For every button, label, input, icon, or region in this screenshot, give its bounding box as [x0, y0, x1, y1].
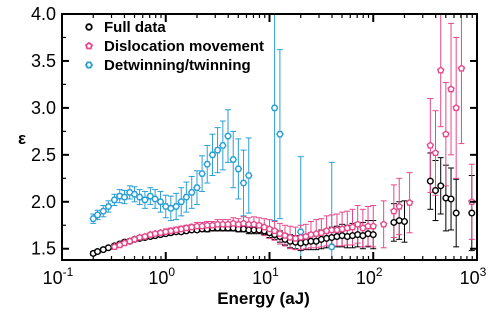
data-point: [457, 64, 466, 72]
y-tick-label: 2.0: [31, 192, 56, 212]
x-tick-labels: 10-1 100 101 102 103: [43, 265, 487, 288]
legend-marker: [84, 41, 94, 50]
data-point: [172, 203, 180, 210]
data-point: [447, 195, 455, 203]
data-point: [426, 177, 434, 185]
data-point: [229, 219, 237, 227]
y-tick-label: 3.5: [31, 51, 56, 71]
data-point: [244, 172, 253, 179]
data-point: [104, 203, 113, 210]
data-point: [270, 226, 279, 235]
data-point: [120, 193, 129, 201]
data-point: [135, 193, 144, 201]
data-point: [296, 228, 305, 236]
y-tick-label: 2.5: [31, 145, 56, 165]
data-point: [224, 132, 232, 140]
data-point: [452, 209, 460, 217]
data-point: [104, 244, 112, 252]
data-point: [286, 233, 294, 241]
data-point: [151, 195, 159, 203]
data-point: [234, 165, 243, 173]
data-point: [327, 243, 336, 251]
x-axis-ticks: [61, 14, 478, 260]
data-point: [431, 187, 439, 195]
data-point: [442, 130, 450, 138]
y-tick-label: 3.0: [31, 98, 56, 118]
data-point: [203, 160, 212, 168]
data-point: [167, 205, 175, 212]
data-point: [369, 222, 378, 230]
legend-label: Full data: [104, 19, 166, 36]
data-point: [198, 170, 206, 177]
data-point: [156, 198, 165, 206]
data-point: [281, 231, 289, 239]
data-point: [405, 198, 414, 206]
data-point: [161, 203, 170, 210]
x-axis-title: Energy (aJ): [217, 289, 310, 308]
data-point: [182, 193, 191, 201]
data-point: [239, 219, 248, 227]
data-point: [431, 148, 440, 157]
data-points: [89, 64, 476, 257]
data-point: [94, 248, 102, 256]
data-point: [265, 225, 274, 233]
x-tick-label: 100: [148, 265, 175, 288]
data-point: [239, 179, 248, 187]
y-axis-title: ε: [18, 129, 26, 148]
data-point: [452, 103, 460, 112]
data-point: [250, 220, 258, 228]
data-point: [260, 223, 269, 231]
data-point: [93, 211, 102, 219]
data-point: [255, 221, 263, 229]
data-point: [213, 146, 222, 154]
data-point: [229, 156, 238, 163]
data-point: [400, 218, 408, 226]
data-point: [436, 66, 445, 74]
x-tick-label: 10-1: [43, 265, 74, 288]
data-point: [187, 189, 196, 196]
x-tick-label: 102: [356, 265, 383, 288]
y-tick-labels: 1.5 2.0 2.5 3.0 3.5 4.0: [31, 4, 56, 259]
legend-marker: [85, 23, 93, 31]
y-axis-ticks: [62, 13, 477, 250]
legend-label: Detwinning/twinning: [104, 57, 251, 74]
x-tick-label: 103: [460, 265, 487, 288]
y-tick-label: 1.5: [31, 239, 56, 259]
x-tick-label: 101: [252, 265, 279, 288]
data-point: [447, 85, 455, 93]
data-point: [437, 182, 445, 190]
legend-marker: [84, 61, 94, 69]
data-point: [177, 198, 186, 206]
data-point: [99, 207, 108, 215]
legend-label: Dislocation movement: [104, 38, 264, 55]
data-point: [208, 151, 217, 159]
data-point: [468, 209, 476, 217]
data-point: [426, 141, 435, 149]
y-tick-label: 4.0: [31, 4, 56, 24]
data-point: [390, 207, 398, 215]
data-point: [110, 196, 119, 204]
data-point: [379, 220, 388, 228]
data-point: [219, 142, 227, 149]
data-point: [270, 104, 279, 112]
data-point: [276, 130, 284, 138]
legend: Full data Dislocation movement Detwinning/…: [84, 19, 264, 74]
data-point: [141, 196, 149, 204]
data-point: [395, 202, 404, 210]
data-point: [193, 184, 201, 192]
data-point: [369, 231, 377, 239]
data-point: [353, 220, 362, 228]
